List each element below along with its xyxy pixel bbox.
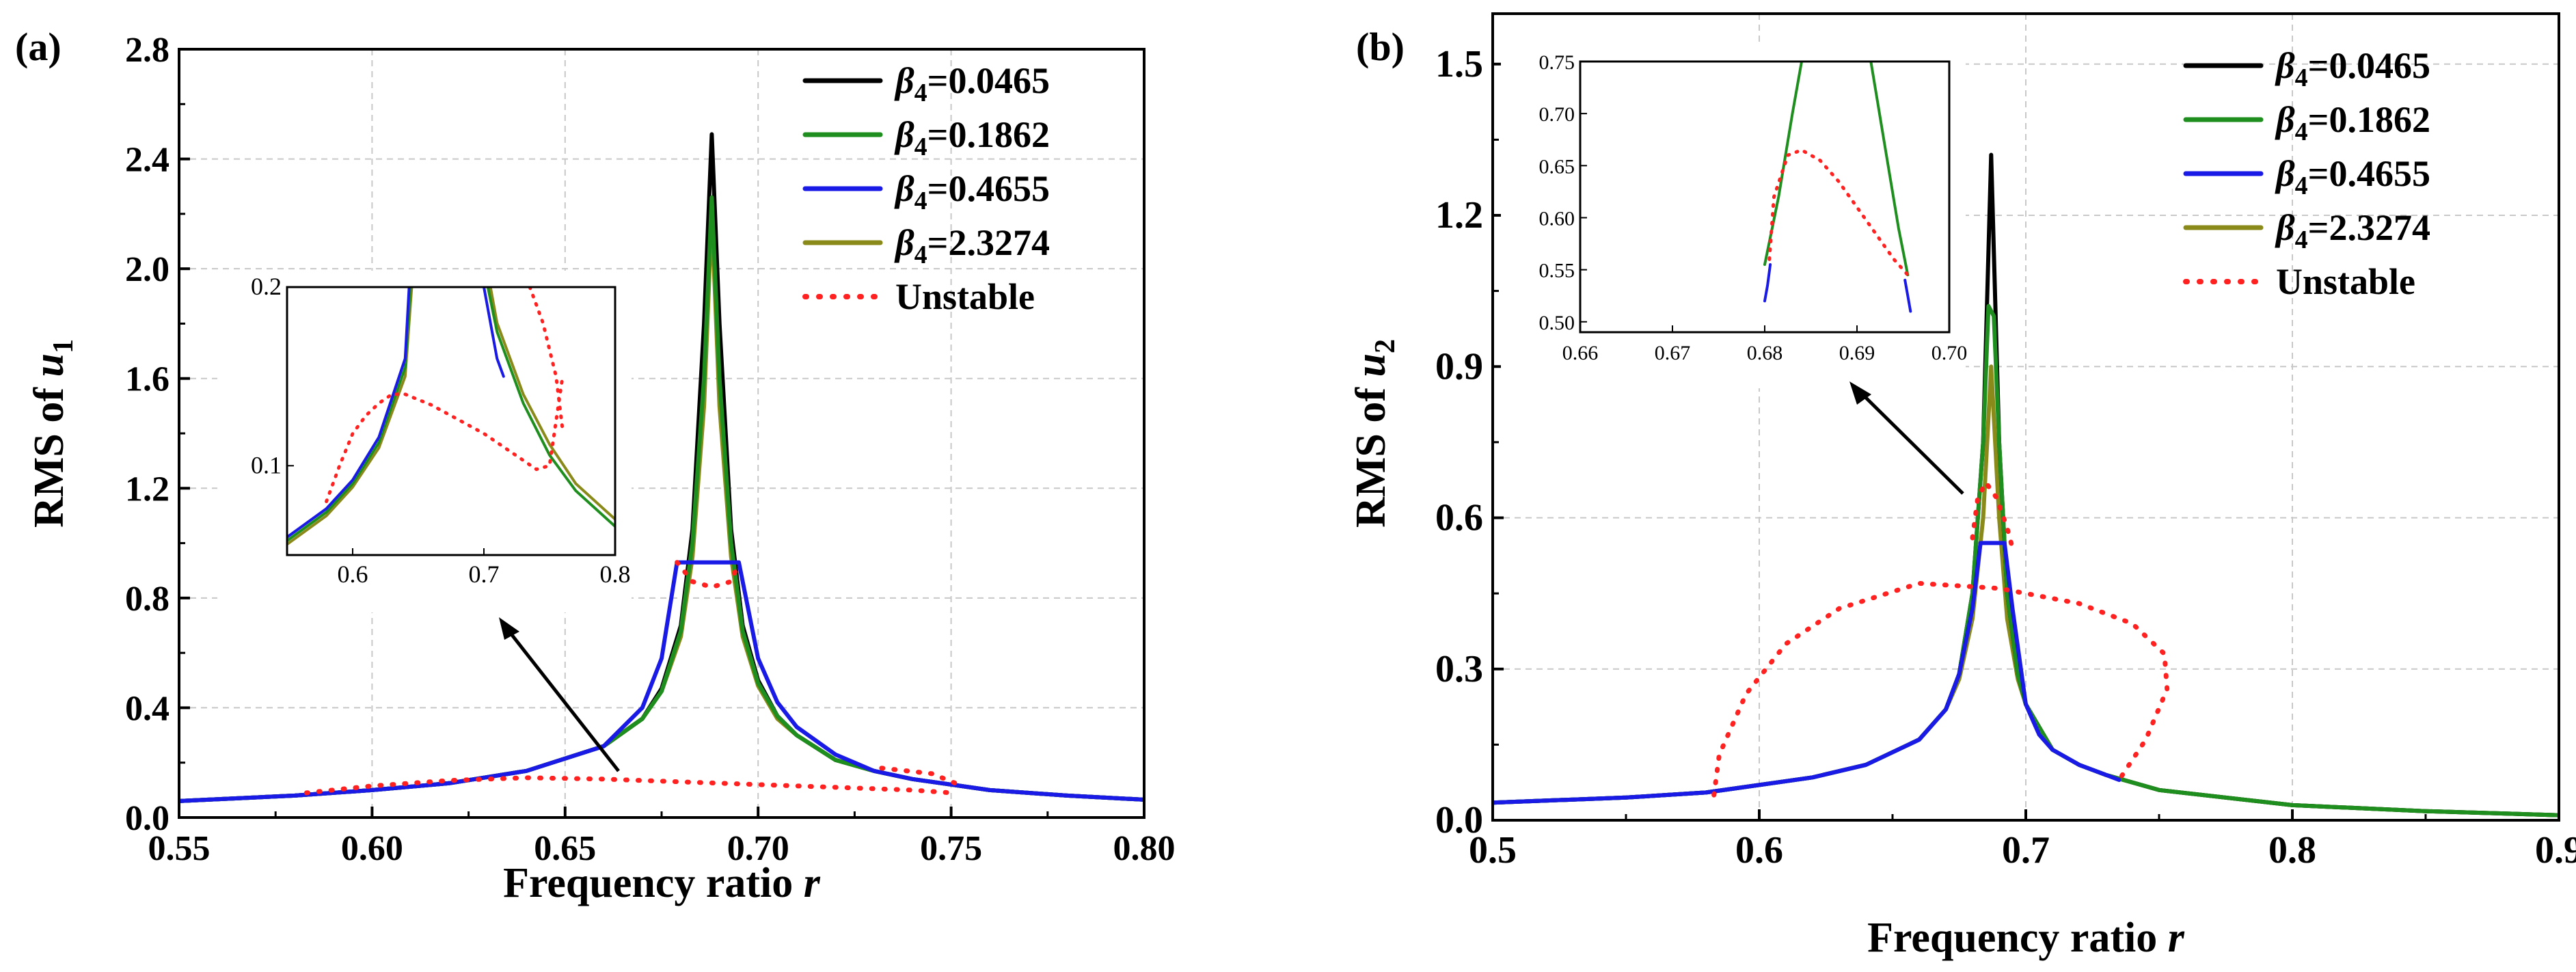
panel-a-y-tick-label: 0.4 — [125, 689, 170, 728]
panel-a-inset-x-tick-label: 0.6 — [338, 561, 368, 588]
panel-a-chart: (a) 0.55 0.60 0.65 0.70 0.75 0.80 0.0 0.4 0.8 1.2… — [15, 25, 1176, 906]
panel-a-x-tick-label: 0.80 — [1113, 829, 1176, 868]
panel-b-x-tick-label: 0.8 — [2268, 829, 2316, 872]
panel-a-y-tick-label: 2.4 — [125, 141, 170, 180]
panel-b-inset-ticks: 0.66 0.67 0.68 0.69 0.70 0.50 0.55 0.60 0.65 0.70… — [1539, 51, 1968, 364]
panel-b-ticks: 0.5 0.6 0.7 0.8 0.9 0.0 0.3 0.6 0.9 1.2 1.5 — [1435, 43, 2576, 872]
panel-a-legend-label-2: β4=0.4655 — [894, 168, 1050, 215]
panel-b-y-tick-label: 0.3 — [1435, 648, 1483, 690]
panel-a-y-axis-label: RMS of u1 — [26, 339, 79, 528]
panel-a-series — [179, 132, 1144, 803]
panel-a-inset-x-tick-label: 0.7 — [469, 561, 500, 588]
panel-a-label: (a) — [15, 25, 62, 69]
panel-a-inset-ticks: 0.6 0.7 0.8 0.1 0.2 — [251, 273, 631, 588]
panel-b-x-tick-label: 0.5 — [1469, 829, 1517, 872]
panel-b-inset-series-4 — [1767, 148, 1910, 277]
panel-a-x-tick-label: 0.55 — [148, 829, 211, 868]
panel-a-inset-background — [217, 271, 632, 612]
panel-a-inset-y-tick-label: 0.2 — [251, 273, 282, 300]
panel-a-y-tick-label: 1.2 — [125, 470, 170, 509]
panel-b-series-5 — [1970, 480, 2015, 551]
panel-b-inset-y-tick-label: 0.50 — [1539, 312, 1575, 334]
panel-a-inset-series — [287, 287, 615, 546]
panel-a-series-5 — [675, 560, 742, 590]
panel-b-y-tick-label: 1.2 — [1435, 194, 1483, 237]
panel-b-inset-y-tick-label: 0.60 — [1539, 207, 1575, 230]
panel-b-inset: 0.66 0.67 0.68 0.69 0.70 0.50 0.55 0.60 0.65 0.70… — [1501, 44, 1967, 388]
panel-b-x-tick-label: 0.9 — [2535, 829, 2576, 872]
panel-a-y-tick-label: 1.6 — [125, 360, 170, 399]
panel-a-series-3 — [179, 560, 1144, 803]
panel-a-y-tick-label: 0.0 — [125, 799, 170, 838]
panel-b-inset-series — [1763, 62, 1912, 313]
panel-b-y-tick-label: 0.9 — [1435, 345, 1483, 388]
panel-a-x-tick-label: 0.70 — [727, 829, 789, 868]
panel-a-y-tick-label: 2.0 — [125, 250, 170, 289]
panel-b-y-axis-label: RMS of u2 — [1348, 339, 1401, 528]
panel-b-x-tick-label: 0.6 — [1735, 829, 1783, 872]
panel-a-x-tick-label: 0.75 — [920, 829, 982, 868]
panel-a-inset-frame — [286, 286, 616, 556]
panel-b-inset-x-tick-label: 0.70 — [1931, 342, 1968, 364]
panel-b-inset-x-tick-label: 0.67 — [1655, 342, 1691, 364]
panel-b-series-4 — [1711, 580, 2170, 798]
panel-a-x-axis-label: Frequency ratio r — [503, 860, 821, 906]
panel-a-inset-series-2 — [287, 287, 411, 539]
panel-b-inset-y-tick-label: 0.55 — [1539, 260, 1575, 282]
panel-b-x-tick-label: 0.7 — [2002, 829, 2050, 872]
panel-a-legend-label-4: Unstable — [895, 276, 1035, 317]
panel-b-inset-series-2 — [1763, 263, 1772, 303]
panel-b-x-axis-label: Frequency ratio r — [1867, 915, 2185, 961]
panel-b-y-tick-label: 0.6 — [1435, 497, 1483, 539]
panel-b-legend: β4=0.0465 β4=0.1862 β4=0.4655 β4=2.3274 Unst… — [2183, 45, 2430, 302]
panel-a-legend-label-1: β4=0.1862 — [894, 114, 1050, 161]
panel-b-label: (b) — [1356, 25, 1405, 69]
panel-a-x-tick-label: 0.65 — [534, 829, 596, 868]
panel-a-inset-y-tick-label: 0.1 — [251, 451, 282, 478]
panel-b-inset-x-tick-label: 0.66 — [1562, 342, 1599, 364]
panel-b-legend-label-2: β4=0.4655 — [2275, 153, 2430, 200]
panel-b-inset-y-tick-label: 0.65 — [1539, 155, 1575, 178]
panel-a-y-tick-label: 2.8 — [125, 31, 170, 70]
panel-a-y-tick-label: 0.8 — [125, 580, 170, 619]
panel-b-legend-label-0: β4=0.0465 — [2275, 45, 2430, 92]
panel-b-inset-arrow — [1849, 381, 1964, 495]
panel-a-legend: β4=0.0465 β4=0.1862 β4=0.4655 β4=2.3274 Unst… — [802, 60, 1050, 317]
panel-b-inset-x-tick-label: 0.69 — [1839, 342, 1875, 364]
panel-a-inset: 0.6 0.7 0.8 0.1 0.2 — [217, 271, 632, 612]
panel-a-inset-series-4 — [486, 287, 615, 528]
panel-b-y-tick-label: 0.0 — [1435, 799, 1483, 841]
panel-b-legend-label-1: β4=0.1862 — [2275, 99, 2430, 146]
panel-b-series-3 — [1493, 541, 2121, 805]
panel-b-inset-series-3 — [1903, 278, 1912, 313]
panel-b-legend-label-4: Unstable — [2276, 261, 2415, 302]
panel-a-inset-series-5 — [483, 287, 505, 378]
panel-a-series-4 — [303, 775, 954, 796]
panel-b-inset-y-tick-label: 0.70 — [1539, 103, 1575, 126]
panel-b-y-tick-label: 1.5 — [1435, 43, 1483, 85]
panel-a-inset-x-tick-label: 0.8 — [600, 561, 631, 588]
panel-b-inset-x-tick-label: 0.68 — [1747, 342, 1783, 364]
panel-b-legend-label-3: β4=2.3274 — [2275, 207, 2430, 254]
panel-a-inset-arrow — [499, 617, 620, 772]
panel-a-series-6 — [879, 766, 962, 787]
panel-a-grid — [179, 49, 1144, 818]
panel-b-series — [1493, 152, 2559, 818]
panel-b-inset-series-1 — [1869, 62, 1910, 277]
panel-b-inset-background — [1501, 44, 1966, 388]
panel-a-inset-series-7 — [528, 287, 565, 432]
panel-a-legend-label-3: β4=2.3274 — [894, 222, 1050, 269]
panel-a-ticks: 0.55 0.60 0.65 0.70 0.75 0.80 0.0 0.4 0.8 1.2 1.6 2… — [125, 31, 1176, 868]
panel-a-x-tick-label: 0.60 — [341, 829, 403, 868]
panel-b-inset-y-tick-label: 0.75 — [1539, 51, 1575, 74]
panel-a-legend-label-0: β4=0.0465 — [894, 60, 1050, 107]
panel-a-inset-series-3 — [489, 287, 615, 521]
panel-b-chart: (b) 0.5 0.6 0.7 0.8 0.9 0.0 0.3 0.6 0.9 1.2 1.5 Fr… — [1348, 12, 2576, 961]
